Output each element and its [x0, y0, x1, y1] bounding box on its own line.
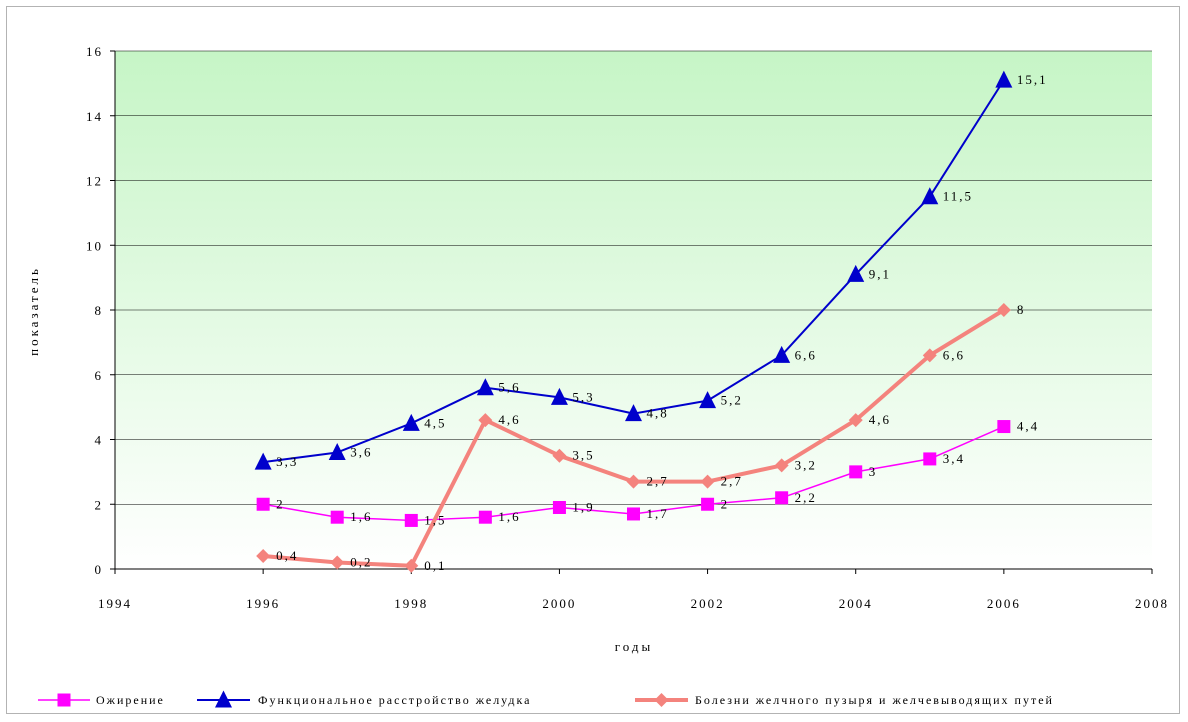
y-tick-label: 0 [95, 562, 104, 577]
data-point-marker [625, 404, 642, 422]
data-label: 4,5 [424, 415, 446, 430]
data-label: 2 [721, 496, 730, 511]
y-tick-label: 16 [86, 44, 103, 59]
x-tick-label: 2006 [987, 596, 1021, 611]
legend-marker [215, 690, 232, 708]
legend-label: Болезни желчного пузыря и желчевыводящих… [695, 693, 1054, 707]
data-point-marker [847, 264, 865, 282]
data-label: 4,6 [869, 412, 891, 427]
data-point-marker [552, 448, 567, 463]
x-tick-label: 2000 [542, 596, 576, 611]
series-markers [254, 70, 1013, 573]
data-point-marker [254, 452, 272, 470]
data-label: 3 [869, 464, 878, 479]
data-point-marker [478, 413, 493, 428]
data-point-marker [256, 497, 270, 511]
data-label: 1,5 [424, 512, 446, 527]
x-tick-label: 1998 [394, 596, 428, 611]
data-label: 3,3 [276, 454, 298, 469]
data-point-marker [402, 413, 420, 431]
y-tick-label: 12 [86, 174, 103, 189]
legend-label: Ожирение [96, 693, 165, 707]
data-label: 5,3 [572, 389, 594, 404]
data-label: 2,2 [795, 490, 817, 505]
data-point-marker [849, 465, 863, 479]
legend-marker [57, 693, 71, 707]
data-point-marker [921, 187, 939, 205]
data-label: 0,1 [424, 558, 446, 573]
x-axis-title: годы [615, 639, 653, 654]
data-label: 4,8 [647, 406, 669, 421]
data-point-marker [923, 452, 937, 466]
data-point-marker [773, 345, 791, 363]
data-label: 1,7 [647, 506, 669, 521]
data-label: 6,6 [795, 347, 817, 362]
data-point-marker [848, 413, 863, 428]
y-tick-label: 6 [95, 368, 104, 383]
data-point-marker [328, 442, 346, 460]
legend-marker [654, 693, 669, 707]
data-label: 2 [276, 496, 285, 511]
data-label: 3,4 [943, 451, 965, 466]
data-label: 3,2 [795, 457, 817, 472]
data-label: 2,7 [647, 474, 669, 489]
data-label: 8 [1017, 302, 1026, 317]
data-point-marker [478, 510, 492, 524]
data-point-marker [627, 507, 640, 521]
y-tick-label: 2 [95, 497, 104, 512]
data-label: 1,6 [350, 509, 372, 524]
data-point-marker [774, 458, 789, 473]
data-label: 3,6 [350, 444, 372, 459]
data-point-marker [330, 510, 344, 524]
data-label: 9,1 [869, 266, 891, 281]
data-point-marker [256, 549, 271, 564]
y-tick-label: 14 [86, 109, 103, 124]
data-label: 4,6 [498, 412, 520, 427]
y-axis-title: показатель [26, 266, 41, 356]
data-label: 0,2 [350, 555, 372, 570]
data-label: 15,1 [1017, 72, 1048, 87]
data-label: 6,6 [943, 347, 965, 362]
y-tick-label: 4 [95, 433, 104, 448]
data-label: 4,4 [1017, 419, 1039, 434]
data-label: 1,6 [498, 509, 520, 524]
x-tick-label: 2002 [691, 596, 725, 611]
y-tick-label: 10 [86, 238, 103, 253]
data-label: 11,5 [943, 189, 973, 204]
data-label: 5,6 [498, 380, 520, 395]
x-tick-label: 2008 [1135, 596, 1169, 611]
legend: Ожирение Функциональное расстройство желу… [38, 690, 1054, 708]
data-point-marker [552, 500, 566, 514]
x-tick-label: 1996 [246, 596, 280, 611]
data-point-marker [997, 420, 1011, 434]
data-point-marker [476, 378, 494, 396]
data-point-marker [550, 387, 568, 405]
data-label: 5,2 [721, 393, 743, 408]
data-point-marker [699, 391, 717, 409]
data-point-marker [922, 348, 937, 363]
data-point-marker [775, 491, 789, 505]
data-point-marker [701, 497, 715, 511]
data-point-marker [626, 474, 641, 489]
x-tick-label: 1994 [98, 596, 132, 611]
x-tick-label: 2004 [839, 596, 873, 611]
y-tick-label: 8 [95, 303, 104, 318]
data-label: 2,7 [721, 474, 743, 489]
data-label: 0,4 [276, 548, 298, 563]
data-point-marker [700, 474, 715, 489]
gridlines [115, 50, 1152, 505]
data-label: 1,9 [572, 499, 594, 514]
legend-label: Функциональное расстройство желудка [258, 693, 532, 707]
data-point-marker [996, 303, 1011, 317]
data-point-marker [404, 558, 419, 573]
data-labels: 2 1,6 1,5 1,6 1,9 1,7 2 2,2 3 3,4 4,4 3,3 3,6 4,5 5,6 5… [276, 72, 1048, 573]
data-point-marker [995, 70, 1013, 88]
data-point-marker [404, 513, 418, 527]
data-point-marker [330, 555, 345, 570]
data-label: 3,5 [572, 448, 594, 463]
tick-labels: 0 2 4 6 8 10 12 14 16 1994 1996 1998 2000 2002 2004 200… [86, 44, 1169, 611]
